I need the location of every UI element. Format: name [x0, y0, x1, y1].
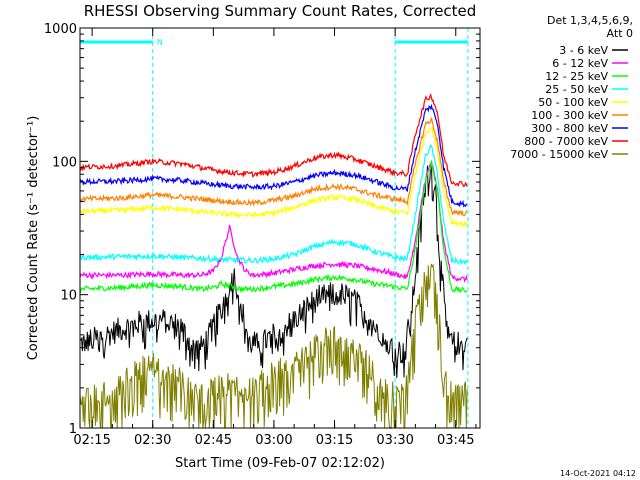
legend-label-1: 6 - 12 keV	[552, 57, 608, 70]
series-line-0	[79, 162, 468, 379]
x-tick-label: 02:30	[134, 433, 171, 448]
timestamp: 14-Oct-2021 04:12	[560, 469, 636, 478]
legend-header: Att 0	[607, 27, 633, 40]
legend-label-3: 25 - 50 keV	[545, 83, 608, 96]
legend-label-0: 3 - 6 keV	[559, 44, 608, 57]
legend-header: Det 1,3,4,5,6,9,	[547, 14, 633, 27]
series-line-8	[79, 263, 468, 430]
chart-title: RHESSI Observing Summary Count Rates, Co…	[84, 2, 477, 20]
x-tick-label: 03:45	[437, 433, 474, 448]
y-tick-label: 10	[60, 289, 77, 304]
series-line-3	[79, 143, 468, 266]
legend-label-5: 100 - 300 keV	[531, 109, 608, 122]
x-tick-label: 03:30	[376, 433, 413, 448]
series-line-5	[79, 117, 468, 217]
legend-label-7: 800 - 7000 keV	[524, 135, 608, 148]
series-line-1	[79, 159, 468, 283]
legend-label-8: 7000 - 15000 keV	[510, 148, 608, 161]
y-tick-label: 1000	[44, 22, 77, 37]
series-line-4	[79, 127, 468, 228]
legend-label-2: 12 - 25 keV	[545, 70, 608, 83]
plot-frame	[79, 27, 481, 429]
x-tick-label: 03:00	[255, 433, 292, 448]
x-axis-label: Start Time (09-Feb-07 02:12:02)	[175, 456, 385, 471]
y-tick-label: 1	[69, 422, 77, 437]
x-tick-label: 03:15	[316, 433, 353, 448]
series-line-6	[79, 103, 468, 208]
x-tick-label: 02:15	[73, 433, 110, 448]
legend-label-4: 50 - 100 keV	[538, 96, 608, 109]
series-line-7	[79, 93, 468, 188]
y-tick-label: 100	[52, 155, 77, 170]
legend-label-6: 300 - 800 keV	[531, 122, 608, 135]
y-axis-label: Corrected Count Rate (s⁻¹ detector⁻¹)	[26, 116, 41, 361]
series-line-2	[79, 160, 468, 294]
night-bar-label: N	[157, 38, 163, 47]
x-tick-label: 02:45	[195, 433, 232, 448]
